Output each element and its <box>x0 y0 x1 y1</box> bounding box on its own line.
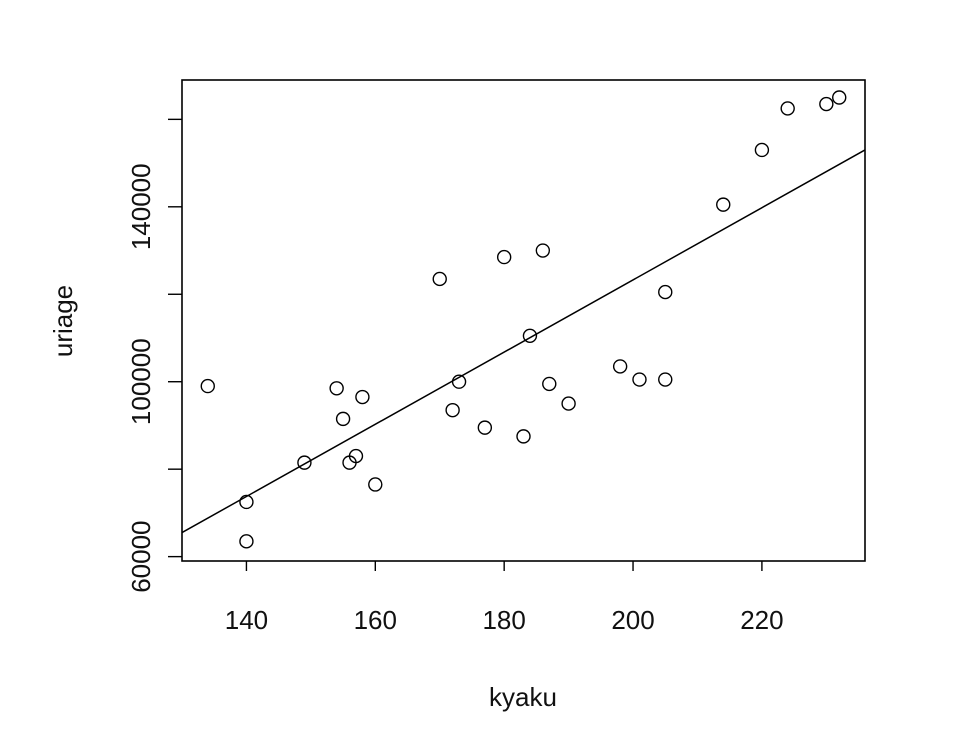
data-point <box>522 328 538 344</box>
regression-line <box>181 149 866 534</box>
data-point <box>348 448 364 464</box>
data-point <box>716 197 731 212</box>
data-point <box>561 396 576 411</box>
data-point <box>335 411 351 427</box>
data-point <box>819 96 834 112</box>
x-tick-label: 140 <box>225 605 268 635</box>
y-tick-label: 60000 <box>126 520 156 592</box>
y-tick-label: 100000 <box>126 338 156 425</box>
data-point <box>477 420 493 435</box>
data-point <box>200 378 215 394</box>
x-axis-title: kyaku <box>489 682 557 712</box>
data-point <box>658 372 673 387</box>
data-point <box>754 142 770 158</box>
data-point <box>239 494 254 510</box>
x-tick-label: 200 <box>611 605 654 635</box>
data-point <box>432 271 447 287</box>
data-point <box>832 90 847 105</box>
data-point <box>612 359 628 374</box>
x-tick-label: 160 <box>354 605 397 635</box>
x-tick-label: 180 <box>482 605 525 635</box>
y-axis: 60000 100000 140000 <box>126 118 182 593</box>
x-axis: 140 160 180 200 220 <box>225 561 784 635</box>
data-point <box>239 534 254 549</box>
data-point <box>542 376 557 392</box>
data-point <box>496 249 512 265</box>
data-point <box>780 101 795 116</box>
y-tick-label: 140000 <box>126 163 156 250</box>
data-point <box>329 381 344 396</box>
data-points <box>200 90 847 549</box>
x-tick-label: 220 <box>740 605 783 635</box>
data-point <box>632 372 647 387</box>
data-point <box>658 284 673 300</box>
data-point <box>535 243 551 258</box>
plot-frame <box>181 79 866 562</box>
y-axis-title: uriage <box>48 285 78 357</box>
data-point <box>516 429 531 444</box>
data-point <box>355 389 370 405</box>
data-point <box>297 455 312 470</box>
data-point <box>368 477 383 492</box>
data-point <box>445 402 460 418</box>
